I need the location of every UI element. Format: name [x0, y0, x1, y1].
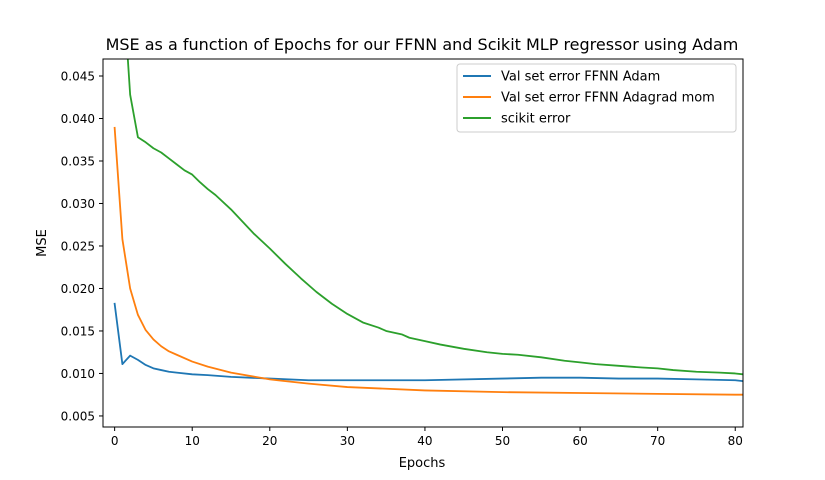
- x-tick-label: 50: [495, 434, 510, 448]
- series-line-1: [113, 302, 743, 383]
- x-tick-label: 10: [185, 434, 200, 448]
- y-tick-label: 0.030: [61, 197, 95, 211]
- series-line-2: [113, 126, 743, 396]
- series-line-3: [126, 59, 743, 376]
- y-tick-label: 0.020: [61, 282, 95, 296]
- axes-layer: 0 10 20 30 40 50 60 70 80 0.005 0.010 0.015 0.020 0.0…: [61, 58, 744, 448]
- y-tick-label: 0.025: [61, 239, 95, 253]
- y-tick-label: 0.005: [61, 409, 95, 423]
- legend-label: scikit error: [501, 112, 571, 127]
- x-tick-label: 0: [111, 434, 119, 448]
- x-tick-label: 70: [650, 434, 665, 448]
- x-tick-label: 60: [572, 434, 587, 448]
- y-axis-label: MSE: [35, 229, 50, 257]
- y-tick-label: 0.015: [61, 324, 95, 338]
- y-tick-label: 0.040: [61, 112, 95, 126]
- series-layer: [113, 59, 743, 396]
- x-tick-label: 30: [340, 434, 355, 448]
- x-tick-label: 80: [728, 434, 743, 448]
- legend: Val set error FFNN Adam Val set error FFN…: [456, 63, 737, 133]
- plot-frame: [102, 58, 744, 428]
- x-tick-label: 20: [262, 434, 277, 448]
- legend-label: Val set error FFNN Adam: [501, 70, 660, 85]
- x-tick-label: 40: [417, 434, 432, 448]
- legend-label: Val set error FFNN Adagrad mom: [501, 91, 715, 106]
- y-tick-label: 0.010: [61, 367, 95, 381]
- y-tick-label: 0.035: [61, 154, 95, 168]
- y-tick-label: 0.045: [61, 69, 95, 83]
- chart-title: MSE as a function of Epochs for our FFNN…: [106, 35, 739, 54]
- x-axis-label: Epochs: [399, 456, 446, 471]
- legend-box: [456, 63, 737, 133]
